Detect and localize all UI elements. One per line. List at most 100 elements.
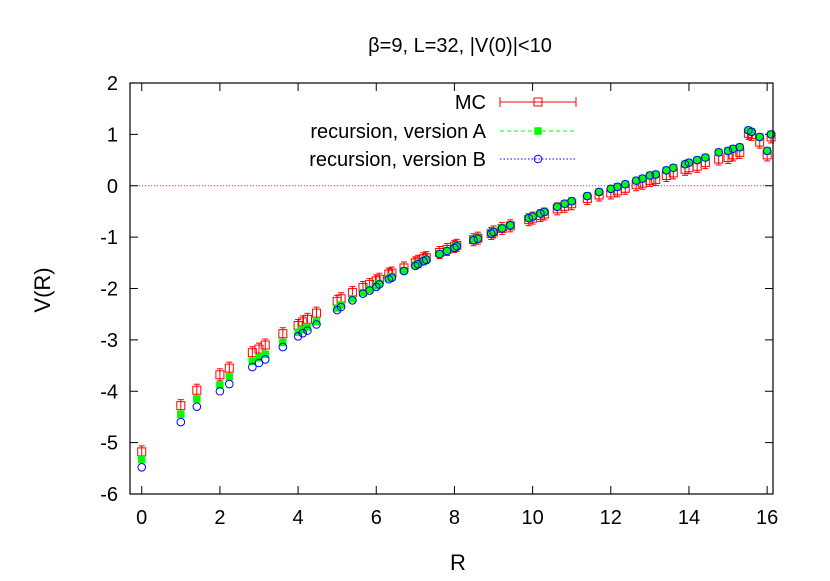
data-point <box>303 326 312 335</box>
data-point <box>755 132 765 142</box>
data-point <box>176 401 186 411</box>
y-tick-label: -4 <box>100 381 118 403</box>
data-point <box>312 318 321 326</box>
data-point <box>735 142 745 152</box>
y-tick-label: -6 <box>100 484 118 506</box>
y-axis-ticks: 2 1 0 -1 -2 -3 -4 -5 -6 <box>100 73 773 506</box>
data-point <box>692 155 702 165</box>
data-point <box>365 286 374 295</box>
data-point <box>375 280 384 289</box>
data-point <box>701 153 710 162</box>
data-point <box>279 338 287 347</box>
data-point <box>669 163 678 173</box>
data-point <box>336 302 346 312</box>
data-point <box>506 221 515 230</box>
data-point <box>312 320 321 329</box>
data-point <box>298 328 308 338</box>
y-tick-label: 1 <box>107 124 118 146</box>
data-point <box>728 144 738 154</box>
data-point <box>348 296 357 305</box>
series-0 <box>137 126 776 459</box>
x-tick-label: 8 <box>449 507 460 529</box>
x-tick-label: 14 <box>678 507 700 529</box>
data-point <box>137 462 147 472</box>
data-point <box>192 385 202 395</box>
data-point <box>442 246 452 256</box>
series-2 <box>137 125 776 472</box>
x-tick-label: 0 <box>136 507 147 529</box>
data-point <box>497 224 507 233</box>
data-point <box>473 234 483 243</box>
data-point <box>552 202 562 212</box>
data-point <box>762 146 772 156</box>
data-point <box>278 329 288 339</box>
data-point <box>567 196 576 206</box>
data-point <box>631 176 641 185</box>
data-point <box>225 373 234 381</box>
x-tick-label: 10 <box>521 507 543 529</box>
x-tick-label: 4 <box>293 507 304 529</box>
data-point <box>248 362 257 372</box>
data-point <box>435 249 444 259</box>
data-point <box>536 209 545 218</box>
data-point <box>489 227 498 237</box>
legend-marker <box>533 154 543 164</box>
data-point <box>714 148 723 157</box>
y-axis-label: V(R) <box>30 267 55 312</box>
y-tick-label: 2 <box>107 73 118 95</box>
data-point <box>260 340 270 350</box>
legend-label: recursion, version A <box>310 121 486 143</box>
y-tick-label: -1 <box>100 227 118 249</box>
data-point <box>680 159 690 169</box>
data-point <box>594 187 604 197</box>
data-point <box>421 255 431 265</box>
data-point <box>260 355 270 364</box>
data-point <box>224 363 234 373</box>
y-tick-label: 0 <box>107 176 118 198</box>
data-point <box>137 455 146 464</box>
data-point <box>620 179 630 189</box>
data-point <box>261 350 269 359</box>
data-point <box>177 410 185 419</box>
data-point <box>638 174 647 183</box>
legend-item-2: recursion, version B <box>309 149 576 171</box>
data-point <box>469 235 478 245</box>
data-point <box>450 243 459 253</box>
plot-frame <box>129 82 774 495</box>
data-point <box>747 127 756 137</box>
data-point <box>645 171 655 180</box>
data-point <box>311 308 321 318</box>
x-tick-label: 12 <box>600 507 622 529</box>
data-point <box>524 213 533 223</box>
data-point <box>651 170 661 179</box>
legend: MC recursion, version A recursion, version… <box>309 92 577 171</box>
data-point <box>224 379 234 389</box>
data-point <box>293 331 303 341</box>
data-point <box>337 301 345 309</box>
data-point <box>528 212 537 221</box>
legend-label: MC <box>455 92 486 114</box>
data-point <box>192 402 202 411</box>
x-axis-ticks: 0 2 4 6 8 10 12 14 16 <box>136 83 778 529</box>
data-point <box>215 370 225 380</box>
data-point <box>452 242 462 251</box>
legend-item-0: MC <box>455 92 577 114</box>
data-point <box>486 229 496 238</box>
data-point <box>371 282 381 292</box>
y-tick-label: -3 <box>100 330 118 352</box>
data-point <box>613 182 622 192</box>
data-point <box>278 342 288 352</box>
series-layer <box>137 125 776 472</box>
data-point <box>215 386 225 396</box>
data-point <box>723 146 733 156</box>
data-point <box>193 395 201 403</box>
series-1 <box>137 126 775 464</box>
data-point <box>684 158 694 167</box>
data-point <box>176 417 186 427</box>
legend-marker <box>534 127 542 135</box>
data-point <box>254 358 264 368</box>
x-axis-label: R <box>450 550 466 575</box>
x-tick-label: 16 <box>756 507 778 529</box>
data-point <box>540 207 549 217</box>
